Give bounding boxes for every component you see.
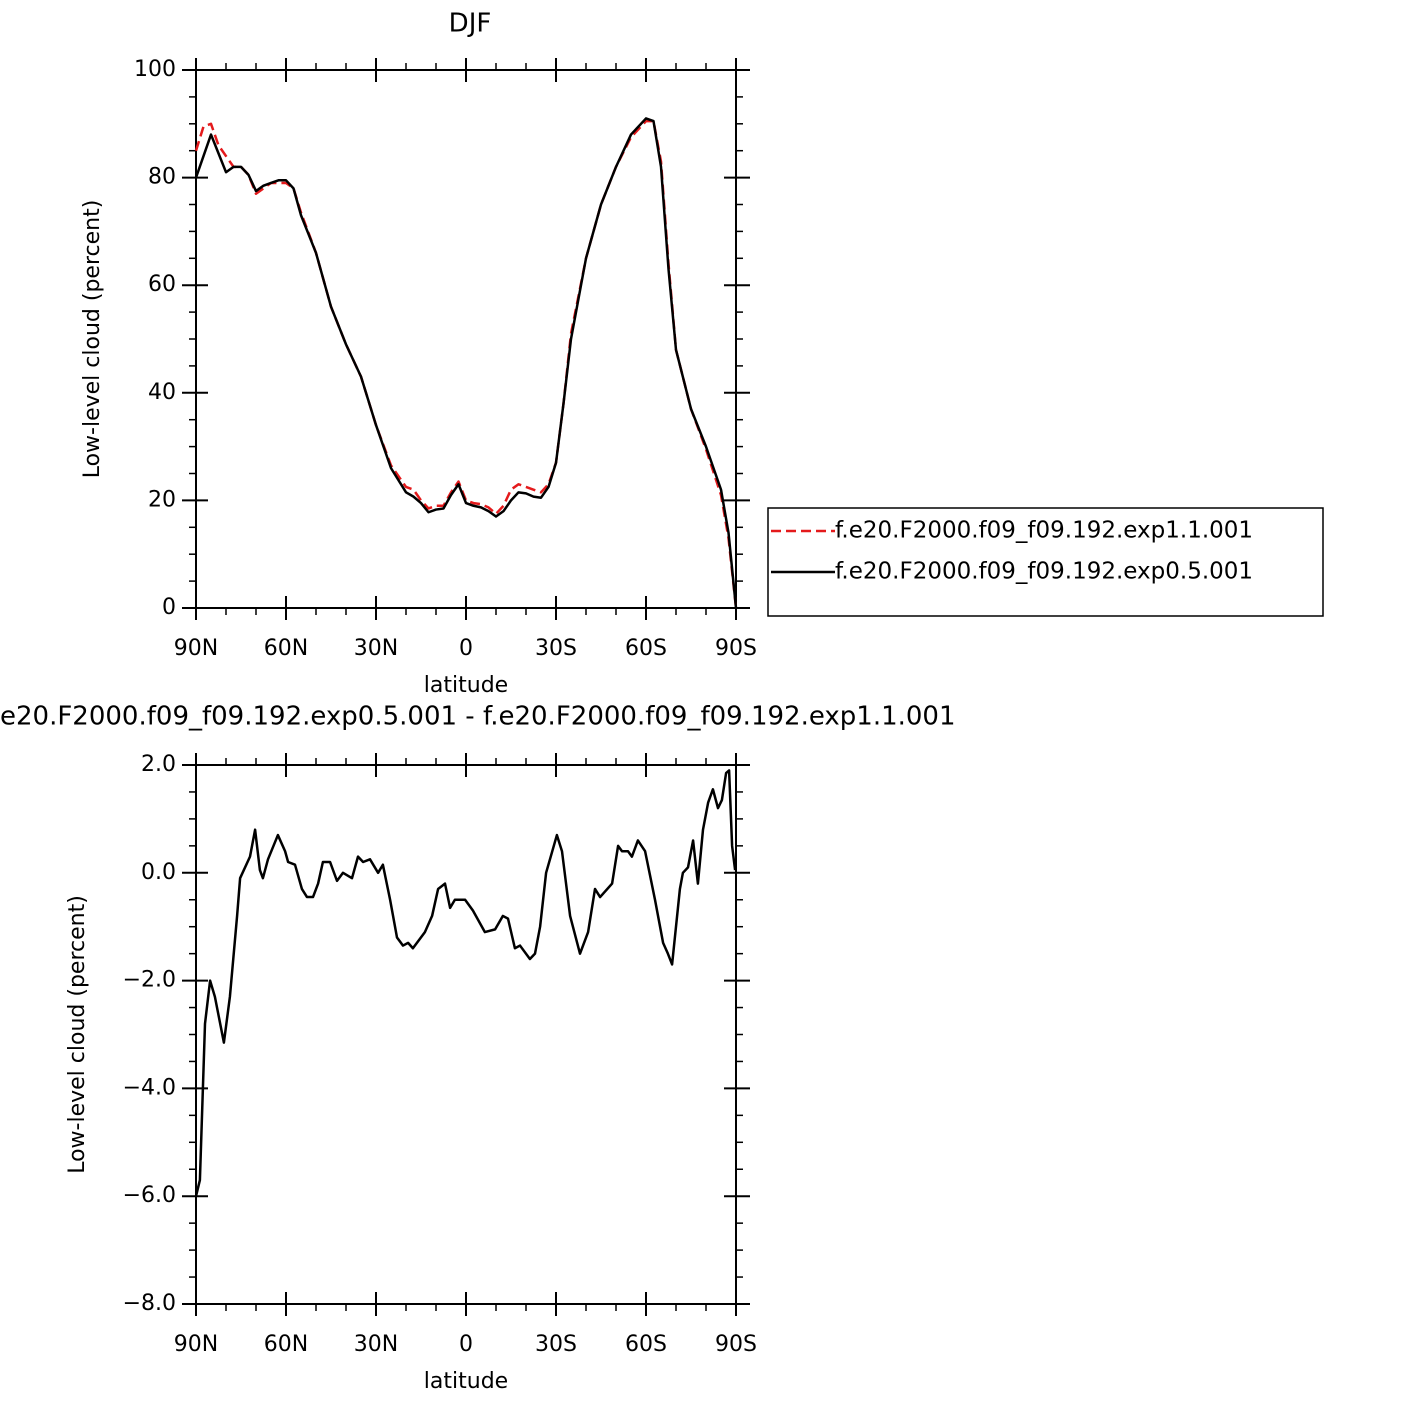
legend-box	[767, 507, 1324, 617]
x-tick-label: 30N	[354, 636, 398, 661]
y-tick-label: −4.0	[123, 1075, 176, 1100]
x-tick-label: 30N	[354, 1332, 398, 1357]
y-tick-label: 0.0	[141, 860, 176, 885]
x-tick-label: 90N	[174, 636, 218, 661]
plot-frame	[195, 764, 737, 1305]
x-axis-label: latitude	[424, 673, 508, 698]
x-tick-label: 90N	[174, 1332, 218, 1357]
x-tick-label: 0	[459, 1332, 473, 1357]
y-tick-label: 20	[148, 487, 176, 512]
x-tick-label: 90S	[715, 636, 757, 661]
data-line	[194, 117, 738, 609]
legend-label: f.e20.F2000.f09_f09.192.exp0.5.001	[835, 559, 1253, 585]
x-tick-label: 0	[459, 636, 473, 661]
y-tick-label: 80	[148, 165, 176, 190]
x-tick-label: 60N	[264, 636, 308, 661]
y-tick-label: 2.0	[141, 752, 176, 777]
y-tick-label: 40	[148, 380, 176, 405]
data-line	[194, 119, 738, 609]
y-tick-label: −6.0	[123, 1183, 176, 1208]
x-tick-label: 30S	[535, 636, 577, 661]
x-tick-label: 60S	[625, 636, 667, 661]
y-tick-label: 60	[148, 272, 176, 297]
x-tick-label: 60S	[625, 1332, 667, 1357]
x-tick-label: 60N	[264, 1332, 308, 1357]
x-tick-label: 90S	[715, 1332, 757, 1357]
x-tick-label: 30S	[535, 1332, 577, 1357]
y-tick-label: −2.0	[123, 968, 176, 993]
y-tick-label: 100	[134, 57, 176, 82]
x-axis-label: latitude	[424, 1369, 508, 1394]
plot-frame	[195, 69, 737, 609]
chart-title: f.e20.F2000.f09_f09.192.exp0.5.001 - f.e…	[0, 702, 956, 732]
y-tick-label: −8.0	[123, 1291, 176, 1316]
chart-title: DJF	[449, 9, 492, 39]
legend-label: f.e20.F2000.f09_f09.192.exp1.1.001	[835, 518, 1253, 544]
data-line	[194, 769, 737, 1197]
y-axis-label: Low-level cloud (percent)	[80, 200, 105, 479]
y-tick-label: 0	[162, 595, 176, 620]
y-axis-label: Low-level cloud (percent)	[65, 895, 90, 1174]
